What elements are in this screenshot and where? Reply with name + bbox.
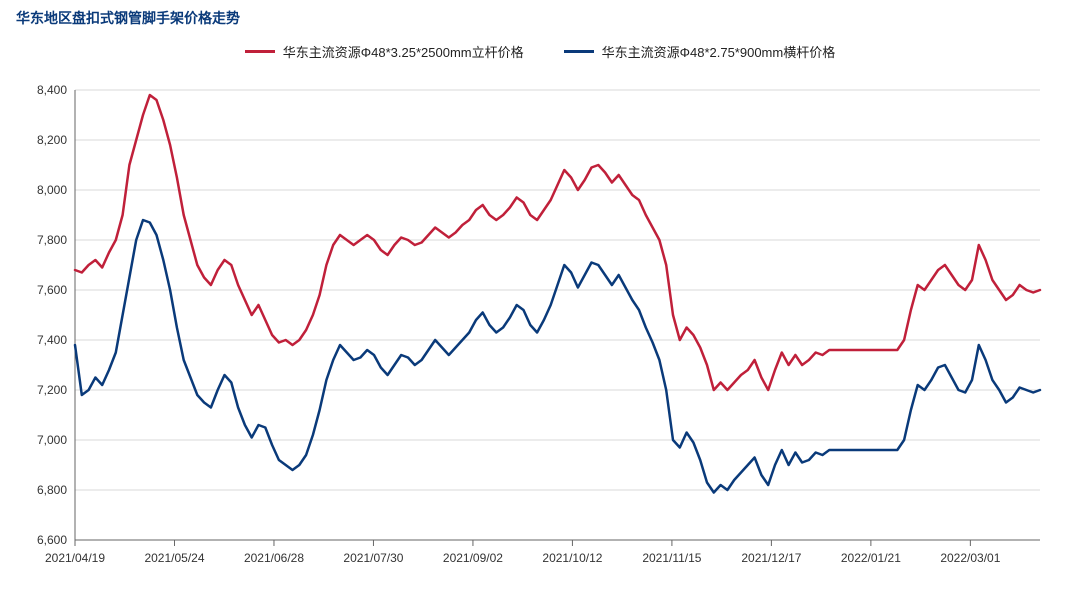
x-axis-label: 2021/12/17 — [741, 551, 801, 565]
price-line-chart: 6,600 6,800 7,000 7,200 7,400 7,600 7,800 8,000… — [20, 80, 1060, 580]
legend-swatch-blue — [564, 50, 594, 53]
legend-item-blue: 华东主流资源Φ48*2.75*900mm横杆价格 — [564, 42, 836, 61]
legend-label-red: 华东主流资源Φ48*3.25*2500mm立杆价格 — [283, 42, 524, 61]
y-axis-label: 8,200 — [37, 133, 67, 147]
x-axis-label: 2022/01/21 — [841, 551, 901, 565]
x-axis-label: 2021/05/24 — [144, 551, 204, 565]
series-line-blue — [75, 220, 1040, 493]
x-axis-label: 2021/11/15 — [642, 551, 701, 565]
y-axis-label: 7,800 — [37, 233, 67, 247]
x-axis-label: 2022/03/01 — [940, 551, 1000, 565]
y-axis-label: 8,000 — [37, 183, 67, 197]
y-axis-label: 6,600 — [37, 533, 67, 547]
y-axis-label: 7,600 — [37, 283, 67, 297]
y-axis-label: 7,200 — [37, 383, 67, 397]
series-line-red — [75, 95, 1040, 390]
y-axis-label: 6,800 — [37, 483, 67, 497]
legend: 华东主流资源Φ48*3.25*2500mm立杆价格 华东主流资源Φ48*2.75… — [0, 42, 1080, 61]
x-axis-label: 2021/09/02 — [443, 551, 503, 565]
legend-item-red: 华东主流资源Φ48*3.25*2500mm立杆价格 — [245, 42, 524, 61]
x-axis-label: 2021/04/19 — [45, 551, 105, 565]
x-axis-label: 2021/06/28 — [244, 551, 304, 565]
chart-title: 华东地区盘扣式钢管脚手架价格走势 — [16, 8, 240, 28]
y-axis-label: 7,000 — [37, 433, 67, 447]
y-axis-label: 7,400 — [37, 333, 67, 347]
y-axis-label: 8,400 — [37, 83, 67, 97]
x-axis-label: 2021/07/30 — [343, 551, 403, 565]
legend-label-blue: 华东主流资源Φ48*2.75*900mm横杆价格 — [602, 42, 836, 61]
x-axis-label: 2021/10/12 — [542, 551, 602, 565]
legend-swatch-red — [245, 50, 275, 53]
